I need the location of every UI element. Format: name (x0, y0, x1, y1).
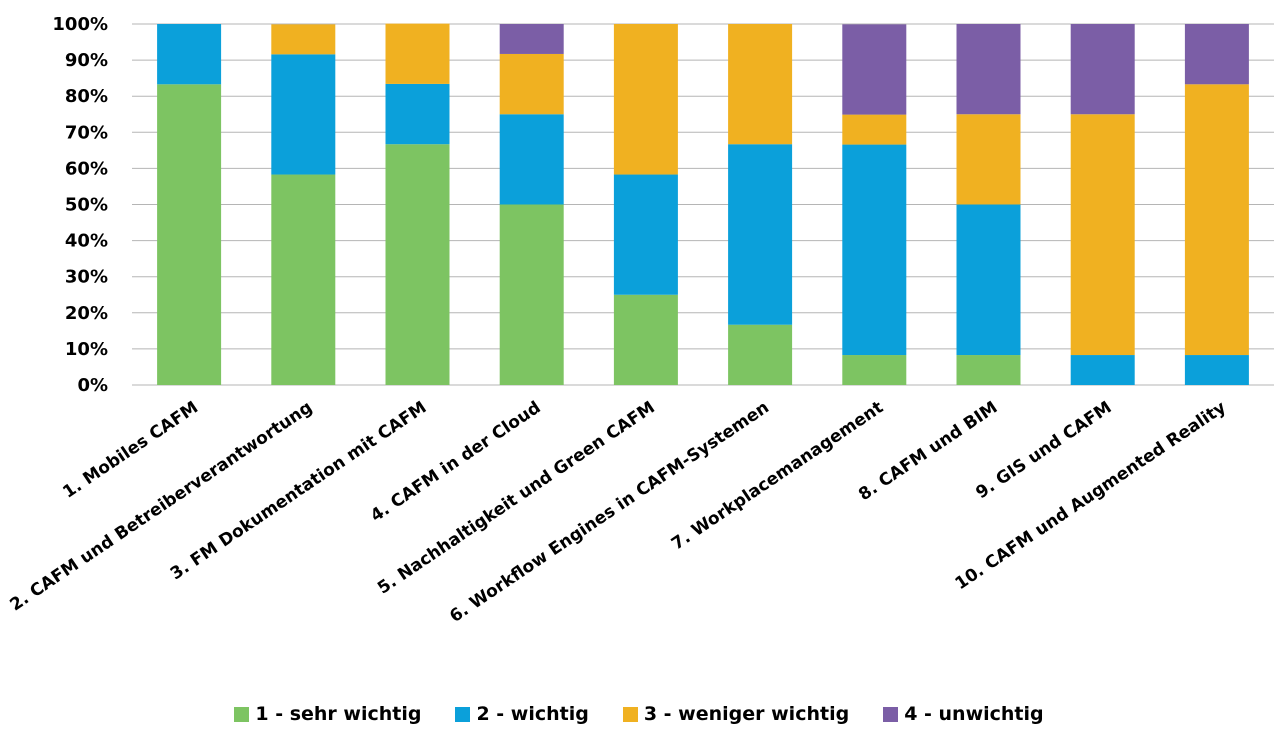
legend-label: 1 - sehr wichtig (255, 703, 422, 725)
bar-segment (1070, 114, 1135, 356)
bar-segment (271, 174, 336, 385)
bar-segment (499, 24, 564, 54)
y-tick-label: 10% (65, 339, 108, 360)
bar-segment (385, 144, 450, 385)
y-axis-ticks: 0% 10% 20% 30% 40% 50% 60% 70% 80% 90% 100% (52, 14, 108, 396)
bar-segment (499, 204, 564, 385)
legend-swatch (622, 706, 638, 722)
bar-segment (956, 204, 1021, 356)
bar-segment (1070, 24, 1135, 115)
bar-segment (271, 24, 336, 55)
legend-label: 2 - wichtig (476, 703, 589, 725)
bar-segment (956, 355, 1021, 385)
bar-segment (956, 114, 1021, 205)
bar-segment (157, 84, 222, 386)
bar-segment (613, 174, 678, 295)
x-tick-label: 7. Workplacemanagement (668, 398, 887, 555)
bar-segment (385, 83, 450, 145)
stacked-bar-chart: 0% 10% 20% 30% 40% 50% 60% 70% 80% 90% 100% 1. Mob… (6, 14, 1274, 627)
y-tick-label: 80% (65, 86, 108, 107)
legend-swatch (883, 706, 899, 722)
bar-segment (613, 24, 678, 175)
bar-segment (271, 54, 336, 175)
bar-segment (842, 355, 907, 385)
bar-segment (613, 294, 678, 385)
y-tick-label: 20% (65, 303, 108, 324)
y-tick-label: 50% (65, 195, 108, 216)
legend-item: 2 - wichtig (455, 703, 589, 725)
bar-segment (728, 144, 793, 325)
y-tick-label: 40% (65, 231, 108, 252)
bar-segment (728, 24, 793, 145)
bar-segment (385, 23, 450, 84)
legend-label: 3 - weniger wichtig (643, 703, 850, 725)
bar-segment (842, 114, 907, 145)
bar-segment (499, 114, 564, 205)
bar-segment (728, 324, 793, 385)
legend-item: 4 - unwichtig (883, 703, 1044, 725)
legend-swatch (455, 706, 471, 722)
y-tick-label: 100% (52, 14, 108, 35)
bar-segment (499, 53, 564, 115)
y-tick-label: 70% (65, 122, 108, 143)
bar-segment (1184, 355, 1249, 385)
bar-segment (1070, 355, 1135, 385)
bar-segment (956, 24, 1021, 115)
y-tick-label: 90% (65, 50, 108, 71)
bar-segment (157, 24, 222, 85)
legend-item: 3 - weniger wichtig (622, 703, 850, 725)
bars (157, 23, 1249, 386)
legend-item: 1 - sehr wichtig (234, 703, 421, 725)
y-tick-label: 30% (65, 267, 108, 288)
legend: 1 - sehr wichtig 2 - wichtig 3 - weniger w… (0, 703, 1278, 725)
bar-segment (842, 24, 907, 115)
bar-segment (842, 144, 907, 356)
bar-segment (1184, 84, 1249, 356)
bar-segment (1184, 24, 1249, 85)
y-tick-label: 0% (77, 375, 108, 396)
legend-label: 4 - unwichtig (904, 703, 1044, 725)
y-tick-label: 60% (65, 158, 108, 179)
legend-swatch (234, 706, 250, 722)
